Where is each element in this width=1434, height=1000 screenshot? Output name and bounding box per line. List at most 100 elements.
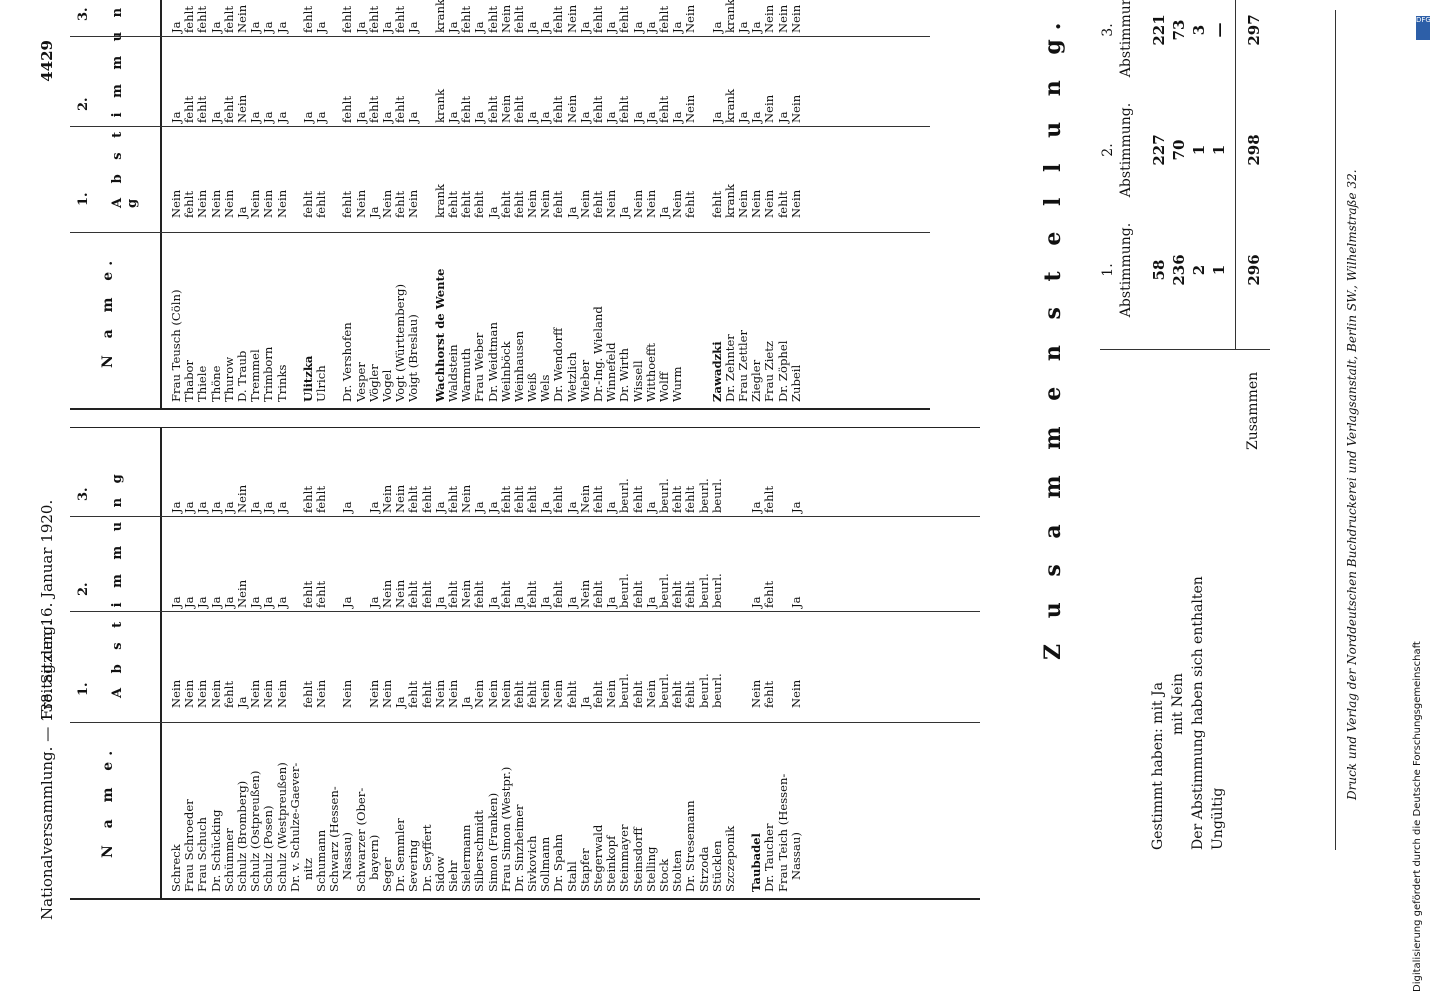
table-row: Stücklen beurl. beurl. beurl. (710, 428, 724, 898)
vote-cell-3: Ja (274, 501, 289, 513)
table-row: Schumann Nein fehlt fehlt (314, 428, 329, 898)
member-name: Dr. Spahn (552, 833, 566, 892)
table-row: Thiele Nein fehlt fehlt (195, 0, 210, 408)
vote-cell-2: Ja (472, 111, 487, 123)
vote-cell-3: beurl. (617, 478, 632, 513)
vote-col-head-1: 1. (76, 682, 91, 696)
summary-value: 58 (1150, 259, 1168, 281)
member-name: Taubadel (750, 833, 764, 892)
vote-cell-2: Ja (261, 111, 276, 123)
vote-cell-1: Nein (208, 189, 223, 218)
vote-cell-2: fehlt (419, 581, 434, 608)
summary-value: 1 (1210, 264, 1228, 276)
member-name: Dr.-Ing. Wieland (592, 306, 605, 402)
member-name: Warmuth (460, 348, 474, 402)
vote-cell-1: Nein (340, 679, 355, 708)
vote-cell-1: fehlt (775, 191, 790, 218)
vote-cell-2: Ja (788, 596, 803, 608)
summary-col-head-2: 2. (1100, 143, 1116, 157)
vote-cell-2: fehlt (630, 581, 645, 608)
table-row: Vesper Nein Ja Ja (353, 0, 368, 408)
vote-cell-1: Nein (643, 679, 658, 708)
vote-cell-1: fehlt (314, 191, 329, 218)
vote-cell-3: Ja (564, 501, 579, 513)
side-credit: DFG Digitalisierung gefördert durch die … (1412, 12, 1434, 992)
vote-cell-3: Ja (630, 21, 645, 33)
vote-cell-1: Nein (261, 679, 276, 708)
table-head: N a m e. 1. 2. 3. A b s t i m m u n g (70, 428, 162, 898)
vote-cell-3: fehlt (683, 486, 698, 513)
table-row: Frau Teich (Hessen- (777, 428, 790, 898)
member-name: Sollmann (539, 836, 553, 892)
vote-cell-1: Ja (617, 206, 632, 218)
member-name: Wolff (657, 371, 671, 402)
table-row (698, 0, 711, 408)
member-name: Wieber (578, 359, 592, 402)
table-row: Dr. Weidtman Ja fehlt fehlt (486, 0, 500, 408)
table-row: Dr. Wendorff fehlt fehlt fehlt (551, 0, 565, 408)
vote-cell-1: Ja (564, 206, 579, 218)
table-row: Stahl fehlt Ja Ja (564, 428, 579, 898)
table-row: Dr. Zöphel fehlt Ja Nein (775, 0, 790, 408)
table-row: Dr. Stresemann fehlt fehlt fehlt (683, 428, 698, 898)
table-row: Frau Zietz Nein Nein Nein (762, 0, 777, 408)
vote-cell-3: fehlt (551, 486, 566, 513)
member-name: Nassau) (341, 832, 355, 880)
table-row: Wissell Nein Ja Ja (630, 0, 645, 408)
vote-cell-3: beurl. (696, 478, 711, 513)
member-name: Nassau) (789, 832, 803, 880)
table-row: Dr. Taucher fehlt fehlt fehlt (762, 428, 777, 898)
table-row: Nassau) Nein Ja Ja (340, 428, 355, 898)
table-row: Stegerwald fehlt fehlt fehlt (591, 428, 605, 898)
member-name: Dr. Seyffert (420, 824, 434, 892)
member-name: Silberschmidt (473, 810, 487, 892)
member-name: Schumann (315, 829, 329, 892)
vote-cell-3: Ja (472, 501, 487, 513)
member-name: bayern) (367, 834, 381, 880)
vote-cell-1: Nein (261, 189, 276, 218)
vote-cell-3: Ja (195, 501, 210, 513)
vote-cell-2: fehlt (498, 581, 513, 608)
vote-cell-3: Nein (775, 4, 790, 33)
vote-cell-1: Nein (498, 679, 513, 708)
vote-cell-3: fehlt (498, 486, 513, 513)
vote-cell-1: Nein (274, 189, 289, 218)
name-heading: N a m e. (100, 744, 116, 858)
table-row: Dr. Seyffert fehlt fehlt fehlt (419, 428, 434, 898)
table-row: Weilnböck fehlt Nein Nein (499, 0, 513, 408)
vote-cell-3: Ja (261, 501, 276, 513)
vote-cell-1: Nein (195, 189, 210, 218)
member-name: Steinmayer (618, 824, 632, 893)
summary-total-rule (1235, 0, 1236, 350)
vote-cell-3: Ja (353, 21, 368, 33)
vote-col-head-3: 3. (76, 7, 91, 21)
member-name: Schulz (Posen) (262, 805, 276, 892)
table-row: Severing fehlt fehlt fehlt (406, 428, 420, 898)
table-row: Dr. Wirth Ja fehlt fehlt (617, 0, 632, 408)
vote-cell-2: Ja (195, 596, 210, 608)
table-row: Ulrich fehlt Ja Ja (314, 0, 329, 408)
member-name: Stapfer (578, 848, 592, 892)
member-name: Seger (381, 857, 394, 892)
dfg-logo: DFG (1416, 16, 1431, 40)
table-row (289, 0, 302, 408)
vote-cell-2: Ja (314, 111, 329, 123)
vote-cell-1: fehlt (762, 681, 777, 708)
vote-col-head-2: 2. (76, 97, 91, 111)
abstimmung-heading: A b s t i m m u n g (110, 469, 125, 698)
vote-cell-2: fehlt (762, 581, 777, 608)
member-name: Witthoefft (644, 343, 658, 402)
vote-cell-3: Nein (762, 4, 777, 33)
vote-cell-1: Nein (314, 679, 329, 708)
table-row: Witthoefft Nein Ja Ja (644, 0, 658, 408)
summary-total-value: 296 (1245, 254, 1263, 286)
member-name: Frau Zietz (763, 340, 777, 402)
member-name: Frau Weber (473, 332, 487, 402)
summary-value: 70 (1170, 139, 1188, 161)
member-name: Stegerwald (592, 824, 605, 892)
member-name: Weilnböck (499, 341, 513, 402)
member-name: Dr. Wirth (618, 347, 632, 402)
summary-value: 73 (1170, 19, 1188, 41)
vote-cell-2: fehlt (551, 581, 566, 608)
abstimmung-heading: A b s t i m m u n g (110, 2, 140, 208)
